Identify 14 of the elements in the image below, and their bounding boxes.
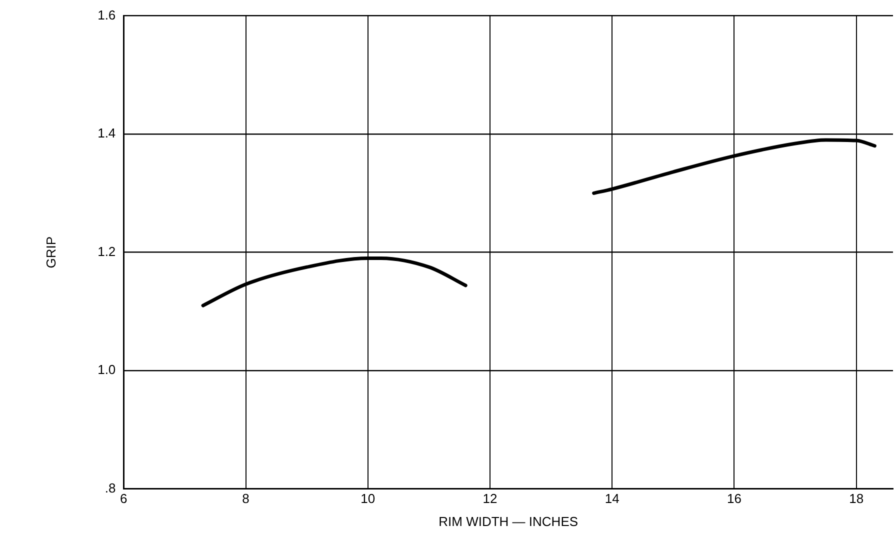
y-tick-label: 1.4	[98, 126, 116, 141]
x-tick-label: 18	[849, 491, 864, 506]
x-tick-label: 10	[360, 491, 376, 506]
y-tick-label: 1.2	[98, 244, 116, 259]
y-tick-label: 1.6	[98, 7, 116, 22]
y-axis-title: GRIP	[43, 236, 58, 268]
x-tick-label: 16	[727, 491, 742, 506]
x-axis-title: RIM WIDTH — INCHES	[438, 514, 578, 529]
x-tick-label: 14	[604, 491, 620, 506]
x-tick-label: 12	[482, 491, 498, 506]
x-tick-label: 8	[242, 491, 250, 506]
y-tick-label: .8	[104, 480, 116, 496]
y-tick-label: 1.0	[98, 362, 116, 378]
x-tick-label: 6	[120, 491, 128, 506]
